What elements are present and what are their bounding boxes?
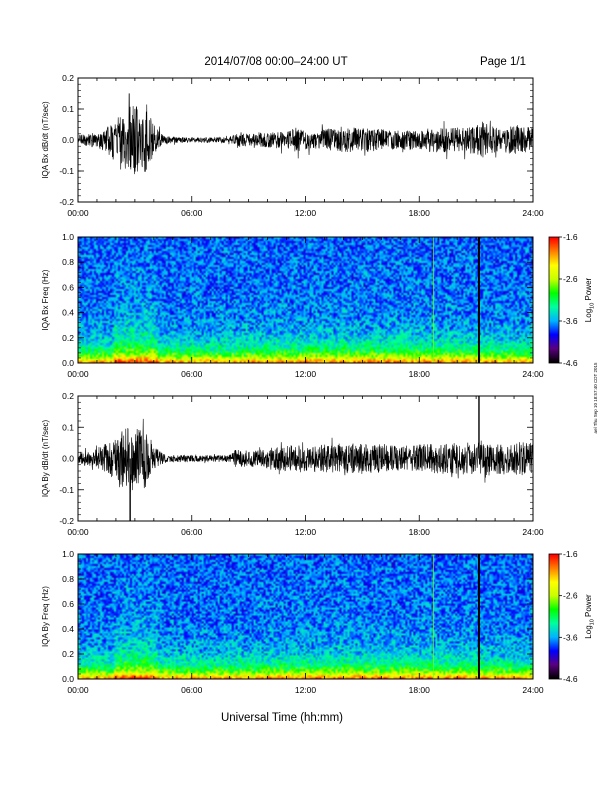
- x-tick-label: 00:00: [67, 527, 89, 537]
- x-tick-label: 18:00: [409, 527, 431, 537]
- colorbar-tick-label: -1.6: [563, 549, 578, 559]
- y-axis-label: IQA By Freq (Hz): [41, 586, 50, 647]
- x-tick-label: 06:00: [181, 208, 203, 218]
- x-tick-label: 18:00: [409, 369, 431, 379]
- colorbar-tick-label: -2.6: [563, 274, 578, 284]
- y-tick-label: 0.4: [62, 624, 74, 634]
- x-tick-label: 00:00: [67, 369, 89, 379]
- y-axis-label: IQA By dB/dt (nT/sec): [41, 419, 50, 497]
- colorbar-label-base: Log: [584, 309, 593, 322]
- y-tick-label: -0.1: [59, 485, 74, 495]
- x-tick-label: 00:00: [67, 208, 89, 218]
- plots-group: 00:00 06:00 12:00 18:00 24:00 0.2 0.1 0.0 -0.1 -0…: [41, 73, 596, 695]
- x-tick-label: 18:00: [409, 685, 431, 695]
- x-tick-label: 12:00: [295, 527, 317, 537]
- x-tick-label: 12:00: [295, 369, 317, 379]
- y-tick-label: 0.0: [62, 358, 74, 368]
- y-tick-label: 1.0: [62, 549, 74, 559]
- y-tick-label: 0.2: [62, 333, 74, 343]
- y-tick-label: 0.8: [62, 257, 74, 267]
- x-tick-label: 06:00: [181, 369, 203, 379]
- spectrogram-image: [78, 554, 533, 679]
- spectrogram-image: [78, 237, 533, 363]
- panel-4: 00:00 06:00 12:00 18:00 24:00 1.0 0.8 0.6 0.4 0.2…: [41, 549, 596, 695]
- colorbar-gradient: [549, 554, 559, 679]
- colorbar-tick-label: -4.6: [563, 358, 578, 368]
- colorbar-frame: [548, 553, 560, 680]
- x-tick-label: 06:00: [181, 527, 203, 537]
- colorbar-tick-label: -3.6: [563, 632, 578, 642]
- colorbar-gradient: [549, 237, 559, 363]
- x-tick-label: 00:00: [67, 685, 89, 695]
- y-tick-label: 0.2: [62, 649, 74, 659]
- panel-1: 00:00 06:00 12:00 18:00 24:00 0.2 0.1 0.0 -0.1 -0…: [41, 73, 544, 218]
- y-tick-label: 0.6: [62, 599, 74, 609]
- x-tick-label: 24:00: [522, 685, 544, 695]
- side-note: ael Thu Sep 10 18:57:40 CDT 2015: [593, 362, 598, 433]
- y-tick-label: 0.0: [62, 135, 74, 145]
- panel-2: 00:00 06:00 12:00 18:00 24:00 1.0 0.8 0.6 0.4 0.2…: [41, 232, 596, 379]
- y-tick-label: 0.2: [62, 391, 74, 401]
- colorbar-label-base: Log: [584, 625, 593, 638]
- colorbar-tick-label: -2.6: [563, 591, 578, 601]
- colorbar-label-suffix: Power: [584, 277, 593, 302]
- y-axis-label: IQA Bx dB/dt (nT/sec): [41, 101, 50, 179]
- y-tick-label: 0.4: [62, 308, 74, 318]
- colorbar-label: Log10 Power: [584, 277, 596, 322]
- colorbar-label: Log10 Power: [584, 594, 596, 639]
- x-tick-label: 12:00: [295, 685, 317, 695]
- colorbar-label-sub: 10: [590, 619, 596, 625]
- x-tick-label: 24:00: [522, 208, 544, 218]
- colorbar-frame: [548, 236, 560, 364]
- x-tick-label: 24:00: [522, 527, 544, 537]
- y-tick-label: 1.0: [62, 232, 74, 242]
- y-tick-label: -0.2: [59, 197, 74, 207]
- panel-3: 00:00 06:00 12:00 18:00 24:00 0.2 0.1 0.0 -0.1 -0…: [41, 391, 544, 537]
- x-tick-label: 12:00: [295, 208, 317, 218]
- colorbar-tick-label: -4.6: [563, 674, 578, 684]
- y-tick-label: 0.1: [62, 422, 74, 432]
- y-tick-label: 0.0: [62, 454, 74, 464]
- y-tick-label: 0.2: [62, 73, 74, 83]
- y-tick-label: 0.8: [62, 574, 74, 584]
- x-tick-label: 24:00: [522, 369, 544, 379]
- trace-line: [77, 93, 534, 175]
- y-tick-label: -0.1: [59, 166, 74, 176]
- y-tick-label: 0.6: [62, 282, 74, 292]
- colorbar-label-sub: 10: [590, 303, 596, 309]
- colorbar-tick-label: -1.6: [563, 232, 578, 242]
- figure-title: 2014/07/08 00:00–24:00 UT: [204, 56, 347, 68]
- y-tick-label: -0.2: [59, 516, 74, 526]
- colorbar-tick-label: -3.6: [563, 316, 578, 326]
- x-tick-label: 18:00: [409, 208, 431, 218]
- trace-line: [77, 418, 534, 493]
- y-axis-label: IQA Bx Freq (Hz): [41, 269, 50, 330]
- y-tick-label: 0.0: [62, 674, 74, 684]
- y-tick-label: 0.1: [62, 104, 74, 114]
- x-axis-label: Universal Time (hh:mm): [221, 712, 343, 724]
- page-label: Page 1/1: [480, 56, 526, 68]
- x-tick-label: 06:00: [181, 685, 203, 695]
- colorbar-label-suffix: Power: [584, 594, 593, 619]
